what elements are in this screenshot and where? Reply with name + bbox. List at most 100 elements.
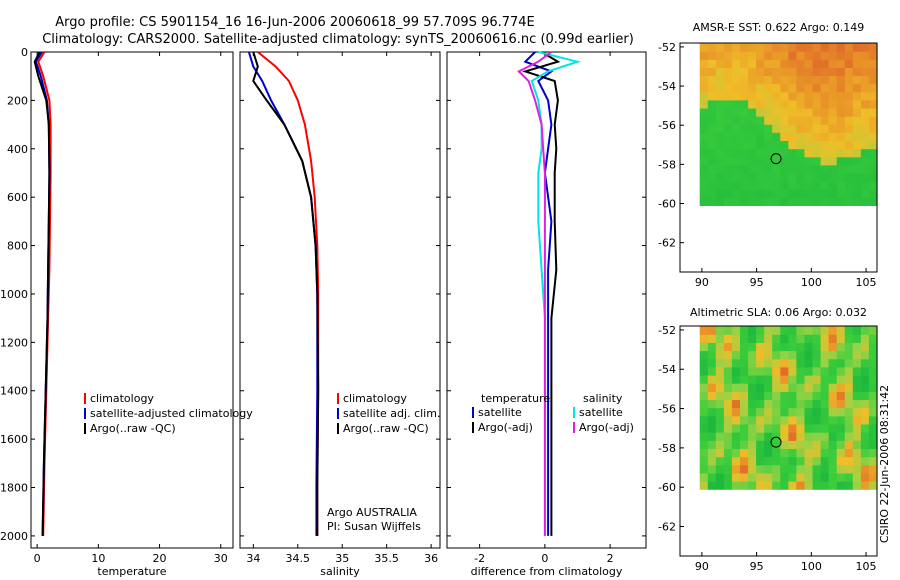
- heat-cell: [860, 197, 870, 206]
- heat-cell: [764, 366, 773, 376]
- heat-cell: [844, 374, 854, 384]
- heat-cell: [828, 440, 838, 449]
- y-tick-label: 1600: [0, 433, 28, 446]
- heat-cell: [715, 181, 725, 190]
- heat-cell: [836, 108, 846, 117]
- heat-cell: [707, 132, 717, 141]
- heat-cell: [715, 140, 725, 150]
- heat-cell: [772, 189, 781, 198]
- heat-cell: [723, 456, 733, 466]
- heat-cell: [723, 75, 733, 85]
- heat-cell: [780, 132, 789, 141]
- heat-cell: [796, 59, 806, 68]
- heat-cell: [852, 423, 862, 433]
- heat-cell: [780, 415, 789, 425]
- heat-cell: [764, 350, 773, 360]
- heat-cell: [812, 83, 822, 93]
- heat-cell: [852, 51, 862, 60]
- heat-cell: [740, 91, 749, 101]
- heat-cell: [756, 440, 765, 449]
- heat-cell: [772, 407, 781, 417]
- heat-cell: [748, 59, 757, 68]
- series-argo-raw-qc-: [33, 51, 51, 536]
- heat-cell: [852, 99, 862, 109]
- heat-cell: [812, 432, 822, 441]
- heat-cell: [748, 350, 757, 360]
- heat-cell: [836, 432, 846, 441]
- heat-cell: [836, 132, 846, 141]
- heat-cell: [740, 481, 749, 490]
- heat-cell: [780, 407, 789, 417]
- heat-cell: [860, 374, 870, 384]
- heat-cell: [852, 391, 862, 401]
- temperature-xlabel: temperature: [97, 565, 166, 578]
- heat-cell: [764, 99, 773, 109]
- heat-cell: [852, 173, 862, 182]
- heat-cell: [699, 148, 709, 158]
- heat-cell: [820, 358, 830, 368]
- heat-cell: [796, 99, 806, 109]
- heat-cell: [804, 326, 814, 335]
- heat-cell: [812, 164, 822, 174]
- heat-cell: [796, 148, 806, 158]
- heat-cell: [828, 108, 838, 117]
- heat-cell: [828, 67, 838, 77]
- heat-cell: [868, 374, 878, 384]
- heat-cell: [780, 472, 789, 482]
- heat-cell: [812, 124, 822, 133]
- heat-cell: [707, 334, 717, 343]
- series-satellite-adj-clim-: [247, 51, 319, 536]
- heat-cell: [740, 173, 749, 182]
- heat-cell: [772, 148, 781, 158]
- heat-cell: [836, 43, 846, 52]
- heat-cell: [796, 326, 806, 335]
- heat-cell: [828, 164, 838, 174]
- heat-cell: [764, 43, 773, 52]
- heat-cell: [715, 374, 725, 384]
- heat-cell: [820, 75, 830, 85]
- heat-cell: [772, 448, 781, 458]
- heat-cell: [868, 472, 878, 482]
- heat-cell: [723, 334, 733, 343]
- heat-cell: [780, 116, 789, 125]
- heat-cell: [715, 124, 725, 133]
- heat-cell: [699, 440, 709, 449]
- heat-cell: [756, 140, 765, 150]
- heat-cell: [699, 164, 709, 174]
- heat-cell: [844, 334, 854, 343]
- heat-cell: [756, 415, 765, 425]
- heat-cell: [699, 99, 709, 109]
- heat-cell: [731, 472, 741, 482]
- heat-cell: [740, 374, 749, 384]
- x-tick-label: 95: [750, 276, 764, 289]
- heat-cell: [740, 472, 749, 482]
- heat-cell: [868, 75, 878, 85]
- heat-cell: [836, 91, 846, 101]
- heat-cell: [852, 374, 862, 384]
- y-tick-label: 800: [7, 240, 28, 253]
- heat-cell: [748, 124, 757, 133]
- heat-cell: [836, 181, 846, 190]
- heat-cell: [715, 464, 725, 474]
- heat-cell: [723, 326, 733, 335]
- heat-cell: [764, 342, 773, 352]
- heat-cell: [804, 334, 814, 343]
- heat-cell: [828, 456, 838, 466]
- heat-cell: [868, 350, 878, 360]
- heat-cell: [796, 423, 806, 433]
- heat-cell: [844, 116, 854, 125]
- heat-cell: [868, 189, 878, 198]
- heat-cell: [772, 342, 781, 352]
- heat-cell: [788, 342, 798, 352]
- heat-cell: [788, 391, 798, 401]
- heat-cell: [812, 407, 822, 417]
- heat-cell: [788, 156, 798, 166]
- heat-cell: [699, 51, 709, 60]
- heat-cell: [740, 43, 749, 52]
- heat-cell: [723, 67, 733, 77]
- x-tick-label: 35: [335, 552, 349, 565]
- heat-cell: [740, 366, 749, 376]
- heat-cell: [844, 124, 854, 133]
- heat-cell: [860, 350, 870, 360]
- heat-cell: [868, 366, 878, 376]
